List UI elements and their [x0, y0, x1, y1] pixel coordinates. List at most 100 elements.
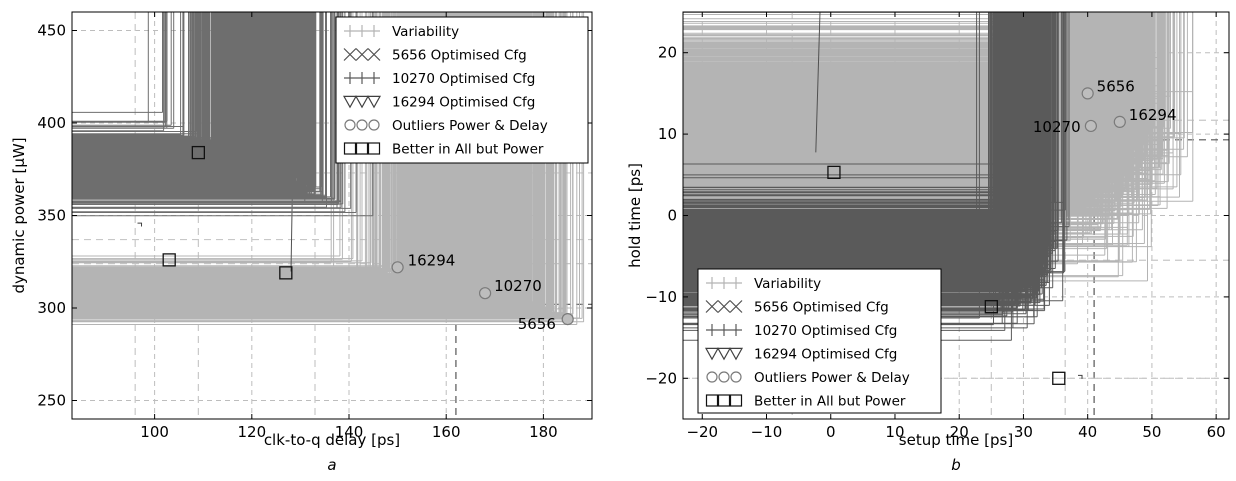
series-variability — [72, 12, 585, 325]
legend-entry: Variability — [392, 24, 459, 40]
legend-marker — [356, 72, 368, 84]
y-tick-label: 0 — [667, 207, 677, 225]
legend-entry: 5656 Optimised Cfg — [754, 300, 889, 316]
legend-marker — [729, 394, 743, 407]
legend-marker — [718, 324, 730, 336]
outlier-point — [1113, 115, 1126, 128]
legend-box — [697, 268, 942, 414]
y-tick-label: 450 — [37, 22, 66, 40]
y-tick-label: 250 — [37, 392, 66, 410]
legend-marker — [368, 72, 380, 84]
legend-entry: 16294 Optimised Cfg — [392, 95, 535, 111]
x-tick-label: 10 — [885, 423, 904, 441]
legend-marker — [368, 119, 380, 131]
better-point — [162, 253, 176, 267]
y-tick-label: 350 — [37, 207, 66, 225]
legend-marker — [344, 25, 356, 37]
x-tick-label: 180 — [529, 423, 558, 441]
legend-marker — [717, 300, 731, 313]
legend-marker — [344, 119, 356, 131]
legend-marker — [730, 371, 742, 383]
legend-marker — [355, 142, 369, 155]
x-axis-label: clk-to-q delay [ps] — [264, 431, 400, 449]
x-tick-label: 0 — [826, 423, 836, 441]
legend-marker — [356, 119, 368, 131]
legend-marker — [706, 324, 718, 336]
legend-marker — [355, 48, 369, 61]
outlier-point — [561, 313, 574, 326]
legend-marker — [718, 371, 730, 383]
legend-entry: 10270 Optimised Cfg — [392, 71, 535, 87]
legend-marker — [356, 25, 368, 37]
y-tick-label: 300 — [37, 299, 66, 317]
y-tick-label: −10 — [645, 288, 677, 306]
x-tick-label: −10 — [751, 423, 783, 441]
legend-entry: 5656 Optimised Cfg — [392, 48, 527, 64]
legend-marker — [368, 25, 380, 37]
legend-marker — [343, 142, 357, 155]
legend-marker — [728, 347, 744, 361]
legend-marker — [705, 300, 719, 313]
x-tick-label: 140 — [335, 423, 364, 441]
legend-marker — [706, 371, 718, 383]
legend-marker — [354, 95, 370, 109]
legend-marker — [367, 142, 381, 155]
y-axis-label: dynamic power [μW] — [10, 137, 28, 293]
y-tick-label: 400 — [37, 114, 66, 132]
series-10270-optimised-cfg — [72, 12, 374, 217]
outlier-label: 5656 — [518, 315, 556, 333]
y-tick-label: −20 — [645, 369, 677, 387]
legend-entry: Better in All but Power — [392, 142, 544, 158]
legend-marker — [705, 394, 719, 407]
legend-entry: Outliers Power & Delay — [392, 118, 548, 134]
legend: Variability 5656 Optimised Cfg 10270 Optim… — [697, 268, 942, 414]
legend-marker — [717, 394, 731, 407]
better-point — [984, 300, 998, 314]
legend-marker — [729, 300, 743, 313]
outlier-label: 16294 — [1129, 106, 1177, 124]
x-tick-label: 20 — [950, 423, 969, 441]
legend-marker — [704, 347, 720, 361]
legend-entry: 16294 Optimised Cfg — [754, 347, 897, 363]
legend-marker — [718, 277, 730, 289]
series-10270-optimised-cfg — [683, 12, 1070, 341]
legend-entry: Outliers Power & Delay — [754, 370, 910, 386]
x-tick-label: 120 — [237, 423, 266, 441]
legend-marker — [716, 347, 732, 361]
x-tick-label: −20 — [686, 423, 718, 441]
x-tick-label: 30 — [1014, 423, 1033, 441]
outlier-label: 16294 — [408, 251, 456, 269]
panel-label: b — [951, 456, 961, 474]
y-tick-label: 20 — [658, 44, 677, 62]
x-tick-label: 100 — [140, 423, 169, 441]
series-16294-optimised-cfg — [1078, 374, 1083, 379]
better-point — [827, 165, 841, 180]
x-tick-label: 40 — [1078, 423, 1097, 441]
y-axis-label: hold time [ps] — [626, 163, 644, 268]
legend-marker — [706, 277, 718, 289]
panel-a: 16294 10270 5656 100 120 140 160 180 250 300 350 40… — [10, 11, 593, 474]
legend-marker — [343, 48, 357, 61]
legend-marker — [342, 95, 358, 109]
better-point — [279, 266, 293, 280]
legend-entry: Better in All but Power — [754, 394, 906, 410]
legend-entry: Variability — [754, 276, 821, 292]
better-point — [1052, 371, 1066, 385]
series-16294-optimised-cfg — [137, 222, 143, 227]
x-tick-label: 60 — [1207, 423, 1226, 441]
outlier-label: 10270 — [494, 277, 542, 295]
legend-marker — [367, 48, 381, 61]
outlier-point — [1081, 87, 1094, 100]
outlier-point — [478, 287, 492, 300]
panel-b: 5656 16294 10270 −20 −10 0 10 20 30 40 50 60 −20 −10 0… — [626, 11, 1230, 474]
legend-box — [335, 16, 589, 164]
legend-marker — [344, 72, 356, 84]
y-tick-label: 10 — [658, 125, 677, 143]
legend: Variability 5656 Optimised Cfg 10270 Optim… — [335, 16, 589, 164]
panel-label: a — [327, 456, 336, 474]
outlier-label: 10270 — [1033, 118, 1081, 136]
outlier-point — [1084, 119, 1097, 133]
outlier-point — [391, 261, 404, 274]
legend-marker — [366, 95, 382, 109]
